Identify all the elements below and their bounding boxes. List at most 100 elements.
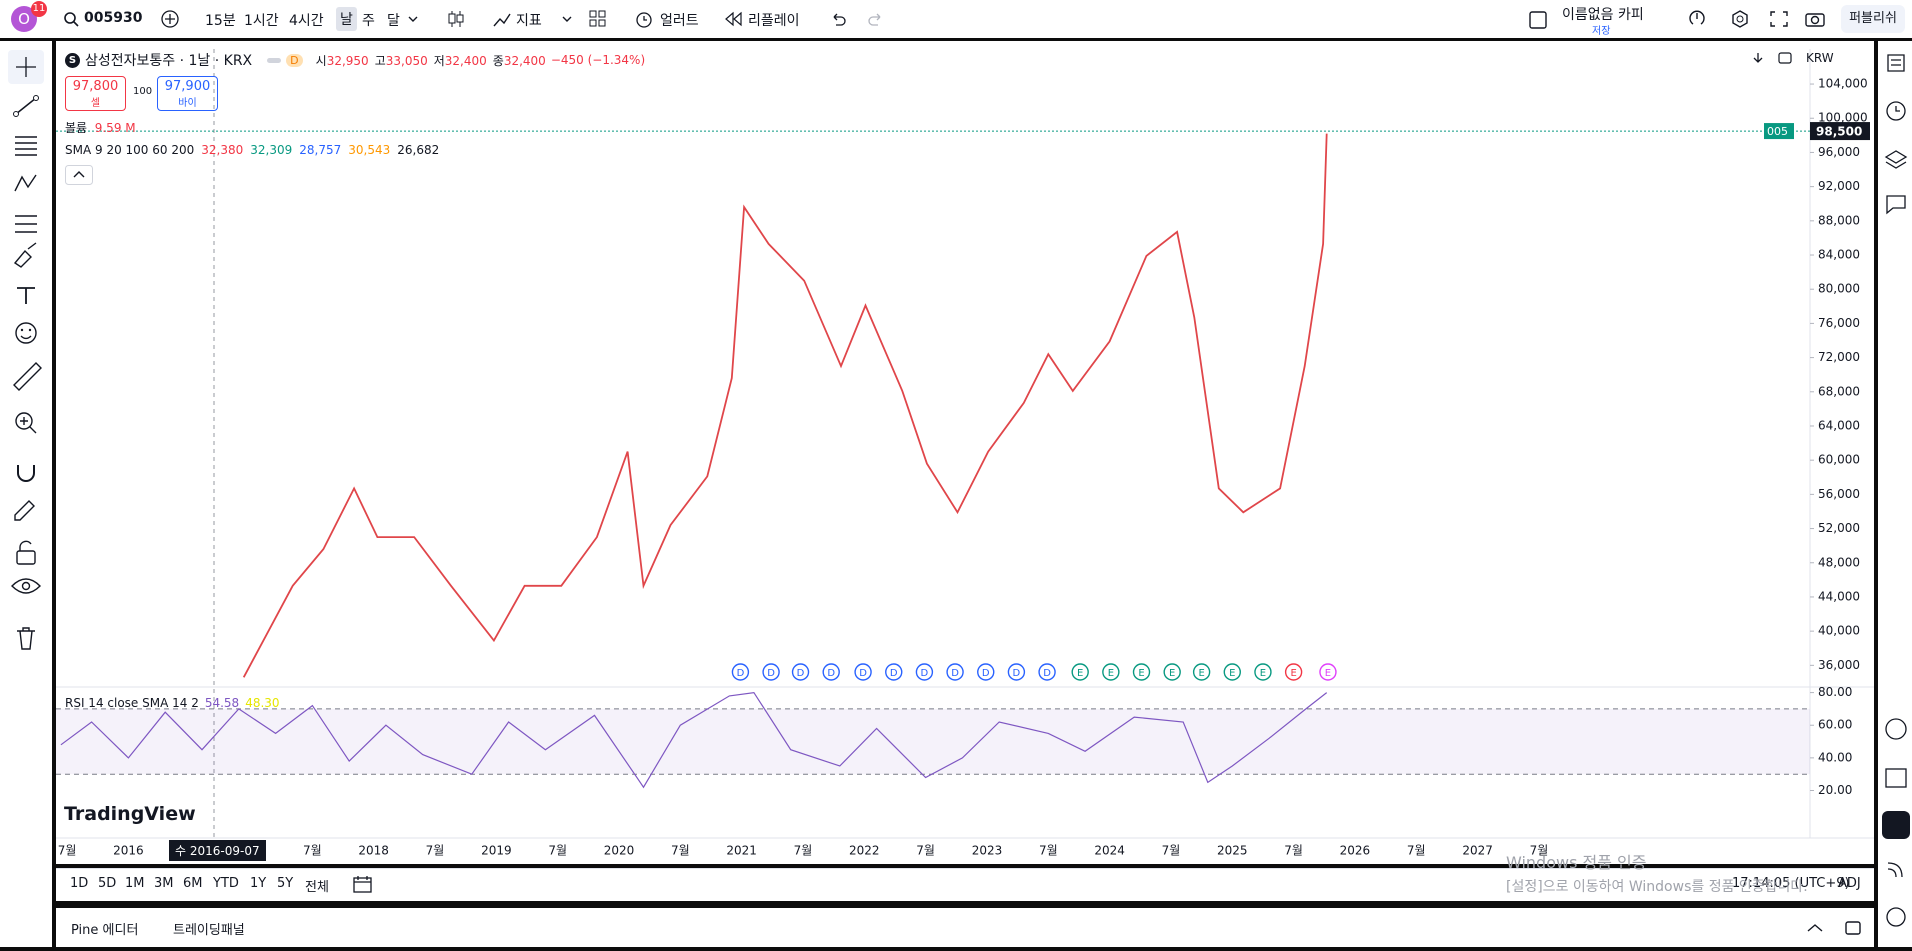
- dividend-badge[interactable]: D: [286, 53, 303, 67]
- sma-value: 28,757: [299, 143, 342, 157]
- panel-controls[interactable]: [1806, 918, 1866, 938]
- event-label: E: [1290, 668, 1296, 679]
- sma-legend: SMA 9 20 100 60 200 32,380 32,309 28,757 30,…: [65, 143, 439, 157]
- last-price-box: [1810, 122, 1870, 141]
- volume-value: 9.59 M: [94, 121, 136, 135]
- range-button[interactable]: 6M: [183, 876, 203, 891]
- add-symbol[interactable]: [160, 9, 180, 29]
- buy-price: 97,900: [164, 79, 211, 94]
- event-label: D: [890, 668, 898, 679]
- replay-icon[interactable]: [724, 11, 742, 27]
- layout-square[interactable]: [1528, 10, 1548, 30]
- x-tick-label: 7월: [1284, 844, 1303, 858]
- x-tick-label: 2027: [1462, 844, 1493, 858]
- ohlc-label: 저: [433, 53, 445, 68]
- range-button[interactable]: YTD: [213, 876, 239, 891]
- undo[interactable]: [830, 11, 846, 27]
- indicator-icon[interactable]: [492, 9, 512, 29]
- currency[interactable]: KRW: [1806, 51, 1834, 65]
- replay-button[interactable]: 리플레이: [748, 13, 800, 29]
- event-marker: [1319, 663, 1337, 681]
- x-tick-label: 2016: [113, 844, 144, 858]
- y-tick-label: 84,000: [1818, 248, 1860, 262]
- range-button[interactable]: 1D: [70, 876, 89, 891]
- event-marker: [1284, 663, 1303, 681]
- range-button[interactable]: 5Y: [277, 876, 294, 891]
- brand: TradingView: [64, 803, 196, 825]
- ohlc-value: 33,050: [385, 53, 428, 68]
- y-tick-label: 80.00: [1818, 685, 1852, 699]
- chart-type-icon[interactable]: [446, 9, 466, 29]
- alert-button[interactable]: 얼러트: [660, 13, 699, 29]
- watermark-text: [설정]으로 이동하여 Windows를 정품 인증합니다.: [1506, 879, 1808, 895]
- event-marker: [854, 663, 872, 681]
- scroll-icon[interactable]: [1752, 52, 1764, 64]
- event-label: E: [1229, 668, 1235, 679]
- layout-name[interactable]: 이름없음 카피: [1562, 7, 1644, 23]
- legend-toggle[interactable]: [267, 57, 282, 63]
- clock[interactable]: 17:14:05 (UTC+9): [1732, 876, 1850, 891]
- sma-label[interactable]: SMA 9 20 100 60 200: [65, 143, 195, 157]
- interval-button[interactable]: 4시간: [289, 13, 324, 29]
- spread: 100: [133, 86, 153, 97]
- redo[interactable]: [868, 11, 884, 27]
- buy-button[interactable]: 97,900 바이: [157, 76, 218, 111]
- refresh-icon[interactable]: [1778, 52, 1792, 64]
- event-marker: [791, 663, 810, 681]
- right-toolbar-icons[interactable]: [1687, 9, 1887, 29]
- event-label: D: [827, 668, 835, 679]
- range-button[interactable]: 1Y: [250, 876, 267, 891]
- rsi-readout: 54.58: [204, 696, 240, 710]
- interval-button[interactable]: 달: [387, 13, 400, 29]
- crosshair-date: 수 2016-09-07: [169, 840, 266, 861]
- adj-toggle[interactable]: ADJ: [1838, 876, 1861, 891]
- alert-icon[interactable]: [634, 9, 654, 29]
- interval-button[interactable]: 15분: [205, 13, 236, 29]
- y-tick-label: 56,000: [1818, 487, 1860, 501]
- range-button[interactable]: 1M: [125, 876, 145, 891]
- y-tick-label: 92,000: [1818, 179, 1860, 193]
- date-range-icon[interactable]: [352, 874, 374, 894]
- sidebar-icons[interactable]: [1878, 41, 1912, 947]
- symbol-title[interactable]: 삼성전자보통주 · 1날 · KRX: [85, 53, 253, 69]
- interval-button[interactable]: 날: [336, 7, 357, 31]
- dropdown[interactable]: [562, 14, 572, 24]
- pine-editor-tab[interactable]: Pine 에디터: [71, 923, 139, 938]
- symbol[interactable]: 005930: [84, 10, 143, 26]
- y-tick-label: 40,000: [1818, 624, 1860, 638]
- sma-value: 30,543: [348, 143, 391, 157]
- x-tick-label: 2026: [1340, 844, 1371, 858]
- x-tick-label: 7월: [794, 844, 813, 858]
- range-button[interactable]: 3M: [154, 876, 174, 891]
- rsi-band: [56, 708, 1810, 775]
- rsi-readout: 48.30: [245, 696, 280, 710]
- x-tick-label: 7월: [671, 844, 690, 858]
- dropdown[interactable]: [408, 14, 418, 24]
- rsi-title[interactable]: RSI 14 close SMA 14 2: [65, 696, 199, 710]
- event-label: D: [1013, 668, 1021, 679]
- ohlc-item: 고33,050: [375, 52, 428, 69]
- search-icon[interactable]: [63, 11, 79, 27]
- range-button[interactable]: 전체: [305, 880, 329, 895]
- sell-button[interactable]: 97,800 셀: [65, 76, 126, 111]
- publish-button[interactable]: 퍼블리쉬: [1841, 5, 1905, 33]
- event-marker: [1132, 663, 1151, 681]
- x-tick-label: 7월: [303, 844, 322, 858]
- event-label: E: [1325, 668, 1331, 679]
- event-label: D: [1043, 668, 1051, 679]
- range-button[interactable]: 5D: [98, 876, 117, 891]
- event-marker: [1071, 663, 1089, 681]
- drawing-tools[interactable]: [0, 41, 52, 691]
- scale-controls: KRW: [1752, 51, 1834, 65]
- trading-panel-tab[interactable]: 트레이딩패널: [173, 923, 245, 938]
- interval-button[interactable]: 주: [362, 13, 375, 29]
- ohlc-item: 종32,400: [493, 52, 546, 69]
- event-label: E: [1108, 668, 1114, 679]
- interval-button[interactable]: 1시간: [244, 13, 279, 29]
- collapse-legend[interactable]: [65, 165, 93, 185]
- volume-legend: 볼륨 9.59 M: [65, 119, 136, 136]
- event-marker: [1163, 663, 1181, 681]
- indicators-button[interactable]: 지표: [516, 13, 542, 29]
- layout-icon[interactable]: [589, 10, 607, 28]
